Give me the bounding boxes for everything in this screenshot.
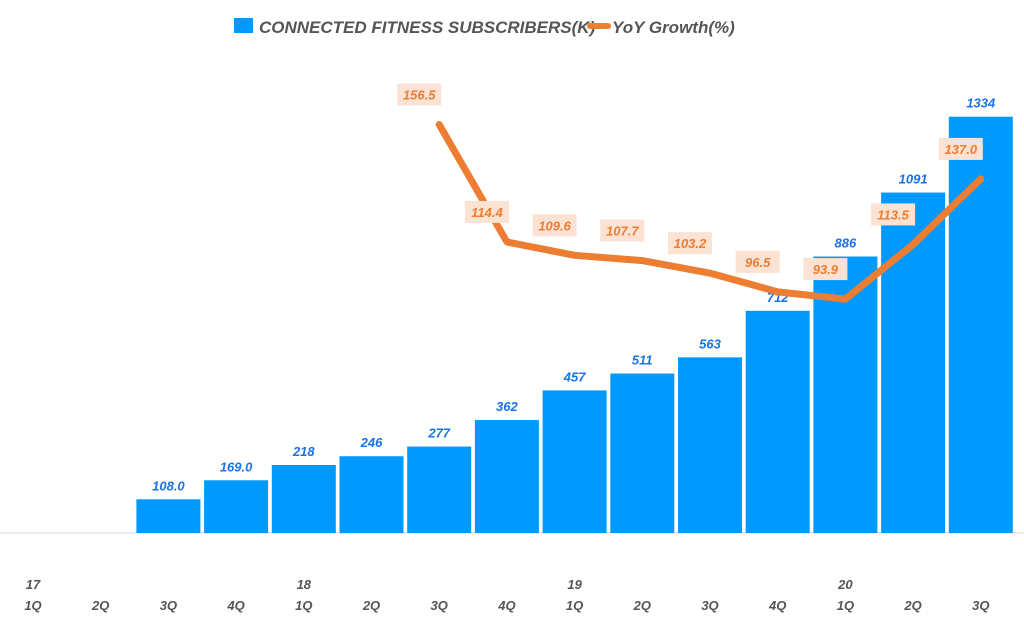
x-tick-label: 4Q <box>497 598 515 613</box>
bar-label: 108.0 <box>152 478 185 493</box>
line-label: 93.9 <box>813 262 839 277</box>
line-label-bg <box>871 203 916 226</box>
line-label: 109.6 <box>538 218 571 233</box>
line-label: 137.0 <box>945 142 978 157</box>
line-label-bg <box>735 250 780 273</box>
x-tick-label: 3Q <box>431 598 448 613</box>
line-label: 103.2 <box>674 236 707 251</box>
bar-label: 563 <box>699 336 721 351</box>
bar-label: 1091 <box>899 172 928 187</box>
bar <box>948 116 1013 533</box>
x-tick-label: 3Q <box>160 598 177 613</box>
bar <box>542 390 607 533</box>
bar <box>204 480 269 533</box>
line-label: 107.7 <box>606 224 639 239</box>
bar <box>610 373 675 533</box>
bar <box>678 357 742 533</box>
bar <box>271 464 336 533</box>
line-label: 113.5 <box>877 207 909 222</box>
line-label: 114.4 <box>471 205 503 220</box>
x-tick-label: 2Q <box>633 598 651 613</box>
x-tick-label: 4Q <box>768 598 786 613</box>
x-tick-label: 1Q <box>566 598 583 613</box>
bar-label: 362 <box>496 399 518 414</box>
x-year-label: 17 <box>26 577 41 592</box>
line-label: 96.5 <box>745 255 771 270</box>
legend: CONNECTED FITNESS SUBSCRIBERS(K) YoY Gro… <box>234 18 735 37</box>
line-label-bg <box>532 214 577 237</box>
line-label: 156.5 <box>403 88 436 103</box>
x-tick-label: 3Q <box>701 598 718 613</box>
bar-label: 886 <box>835 236 857 251</box>
growth-line <box>435 121 985 303</box>
bar-label: 277 <box>427 426 450 441</box>
x-tick-label: 2Q <box>903 598 921 613</box>
x-tick-label: 2Q <box>91 598 109 613</box>
bar <box>339 456 404 533</box>
line-label-bg <box>397 83 442 106</box>
x-tick-label: 4Q <box>226 598 244 613</box>
bar-label: 511 <box>632 353 653 368</box>
line-label-bg <box>938 137 983 160</box>
x-tick-label: 1Q <box>295 598 312 613</box>
bar <box>407 446 472 533</box>
legend-label-bars: CONNECTED FITNESS SUBSCRIBERS(K) <box>259 18 596 37</box>
legend-label-line: YoY Growth(%) <box>612 18 735 37</box>
x-year-label: 19 <box>567 577 582 592</box>
bar-label: 1334 <box>966 96 996 111</box>
x-year-label: 18 <box>297 577 312 592</box>
line-label-bg <box>600 219 645 242</box>
line-label-bg <box>803 258 848 281</box>
bar-label: 218 <box>292 444 315 459</box>
line-label-bg <box>464 200 509 223</box>
bar-label: 457 <box>563 369 586 384</box>
bar <box>136 499 201 533</box>
bar <box>745 310 810 533</box>
x-tick-label: 3Q <box>972 598 989 613</box>
x-tick-label: 1Q <box>24 598 41 613</box>
bar <box>474 420 539 533</box>
bar <box>881 192 946 533</box>
legend-swatch-bars <box>234 18 253 33</box>
x-tick-label: 1Q <box>837 598 854 613</box>
bar <box>813 256 878 533</box>
line-label-bg <box>668 232 712 255</box>
bar-label: 169.0 <box>220 459 253 474</box>
bar-label: 246 <box>360 435 383 450</box>
x-year-label: 20 <box>837 577 853 592</box>
x-tick-label: 2Q <box>362 598 380 613</box>
